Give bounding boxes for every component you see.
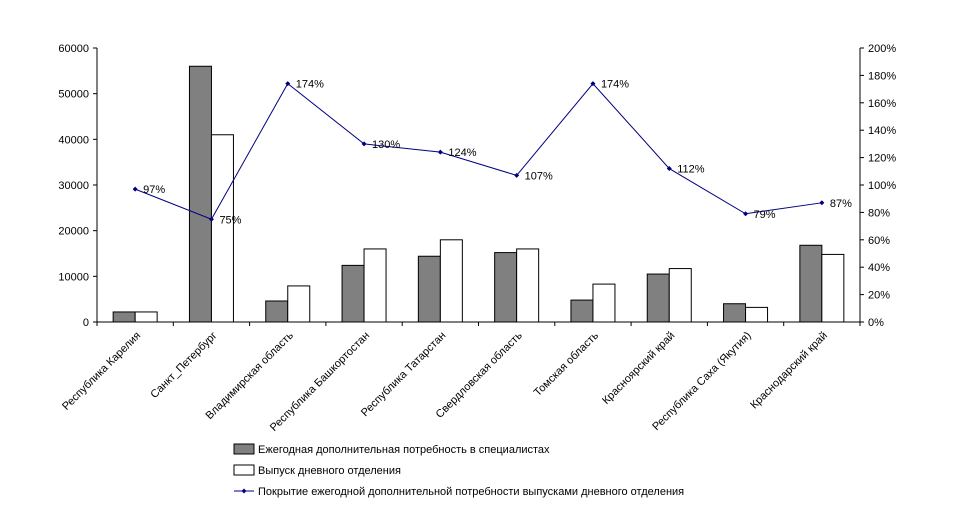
bar-demand — [494, 252, 518, 323]
coverage-point — [285, 81, 291, 87]
y-left-tick-label: 40000 — [58, 134, 89, 146]
x-category-label: Санкт_Петербург — [148, 330, 219, 401]
bar-output — [668, 268, 692, 323]
coverage-point — [514, 172, 520, 178]
legend-label-output: Выпуск дневного отделения — [258, 465, 401, 477]
coverage-data-label: 174% — [601, 79, 629, 91]
legend-swatch-output — [233, 464, 255, 476]
bar-demand — [417, 255, 441, 323]
coverage-line — [134, 82, 822, 220]
bar-output — [287, 285, 311, 323]
y-right-tick-label: 140% — [868, 125, 896, 137]
y-left-tick-label: 50000 — [58, 89, 89, 101]
coverage-data-label: 87% — [830, 198, 852, 210]
coverage-point — [132, 186, 138, 192]
bar-demand — [341, 264, 365, 323]
x-category-label: Свердловская область — [434, 329, 525, 420]
bar-demand — [723, 303, 747, 323]
bar-output — [516, 248, 540, 323]
y-right-tick-label: 120% — [868, 153, 896, 165]
bar-demand — [112, 311, 136, 323]
coverage-point — [208, 216, 214, 222]
coverage-data-label: 112% — [677, 164, 705, 176]
bar-output — [439, 239, 463, 323]
coverage-point — [590, 81, 596, 87]
coverage-point — [361, 141, 367, 147]
coverage-point — [743, 211, 749, 217]
x-category-label: Томская область — [532, 329, 601, 398]
y-left-tick-label: 30000 — [58, 180, 89, 192]
bar-output — [210, 134, 234, 323]
bar-output — [745, 306, 769, 323]
coverage-data-label: 130% — [372, 139, 400, 151]
x-category-label: Владимирская область — [203, 329, 296, 422]
bar-demand — [265, 300, 289, 323]
y-right-tick-label: 60% — [868, 235, 890, 247]
x-category-label: Краснодарский край — [748, 330, 830, 412]
y-left-tick-label: 20000 — [58, 226, 89, 238]
legend-marker-coverage — [241, 488, 247, 494]
y-right-tick-label: 40% — [868, 262, 890, 274]
line-group: 97% 75% 174% 130% 124% 107% 174% 112% 79% 87% — [132, 79, 852, 226]
y-right-tick-label: 80% — [868, 207, 890, 219]
y-right-tick-label: 160% — [868, 98, 896, 110]
coverage-data-label: 79% — [754, 209, 776, 221]
coverage-point — [437, 149, 443, 155]
coverage-data-label: 97% — [143, 184, 165, 196]
bar-output — [363, 248, 387, 323]
coverage-data-label: 107% — [525, 170, 553, 182]
category-labels-group: Республика Карелия Санкт_ПетербургВладими… — [60, 329, 830, 433]
y-right-tick-label: 20% — [868, 290, 890, 302]
bar-demand — [188, 65, 212, 323]
bar-output — [821, 253, 845, 323]
bar-demand — [799, 244, 823, 323]
legend-label-coverage: Покрытие ежегодной дополнительной потреб… — [258, 486, 684, 498]
coverage-data-label: 124% — [448, 147, 476, 159]
x-category-label: Красноярский край — [600, 330, 677, 407]
bars-group — [112, 65, 845, 323]
x-category-label: Республика Татарстан — [359, 330, 448, 419]
bar-output — [134, 311, 158, 323]
x-category-label: Республика Карелия — [60, 330, 143, 413]
coverage-data-label: 174% — [296, 79, 324, 91]
bar-demand — [570, 299, 594, 323]
legend-label-demand: Ежегодная дополнительная потребность в с… — [258, 444, 550, 456]
coverage-point — [666, 166, 672, 172]
coverage-point — [819, 200, 825, 206]
bar-output — [592, 283, 616, 323]
y-right-tick-label: 180% — [868, 70, 896, 82]
y-right-tick-label: 100% — [868, 180, 896, 192]
y-left-tick-label: 60000 — [58, 43, 89, 55]
legend-swatch-demand — [233, 443, 255, 455]
y-right-tick-label: 200% — [868, 43, 896, 55]
y-left-tick-label: 10000 — [58, 271, 89, 283]
axes-group: 0 10000 20000 30000 40000 50000 60000 0% 20% 40% 6… — [58, 43, 896, 329]
coverage-data-label: 75% — [219, 214, 241, 226]
y-right-tick-label: 0% — [868, 317, 884, 329]
y-left-tick-label: 0 — [83, 317, 89, 329]
legend: Ежегодная дополнительная потребность в с… — [233, 443, 684, 498]
bar-demand — [646, 273, 670, 323]
